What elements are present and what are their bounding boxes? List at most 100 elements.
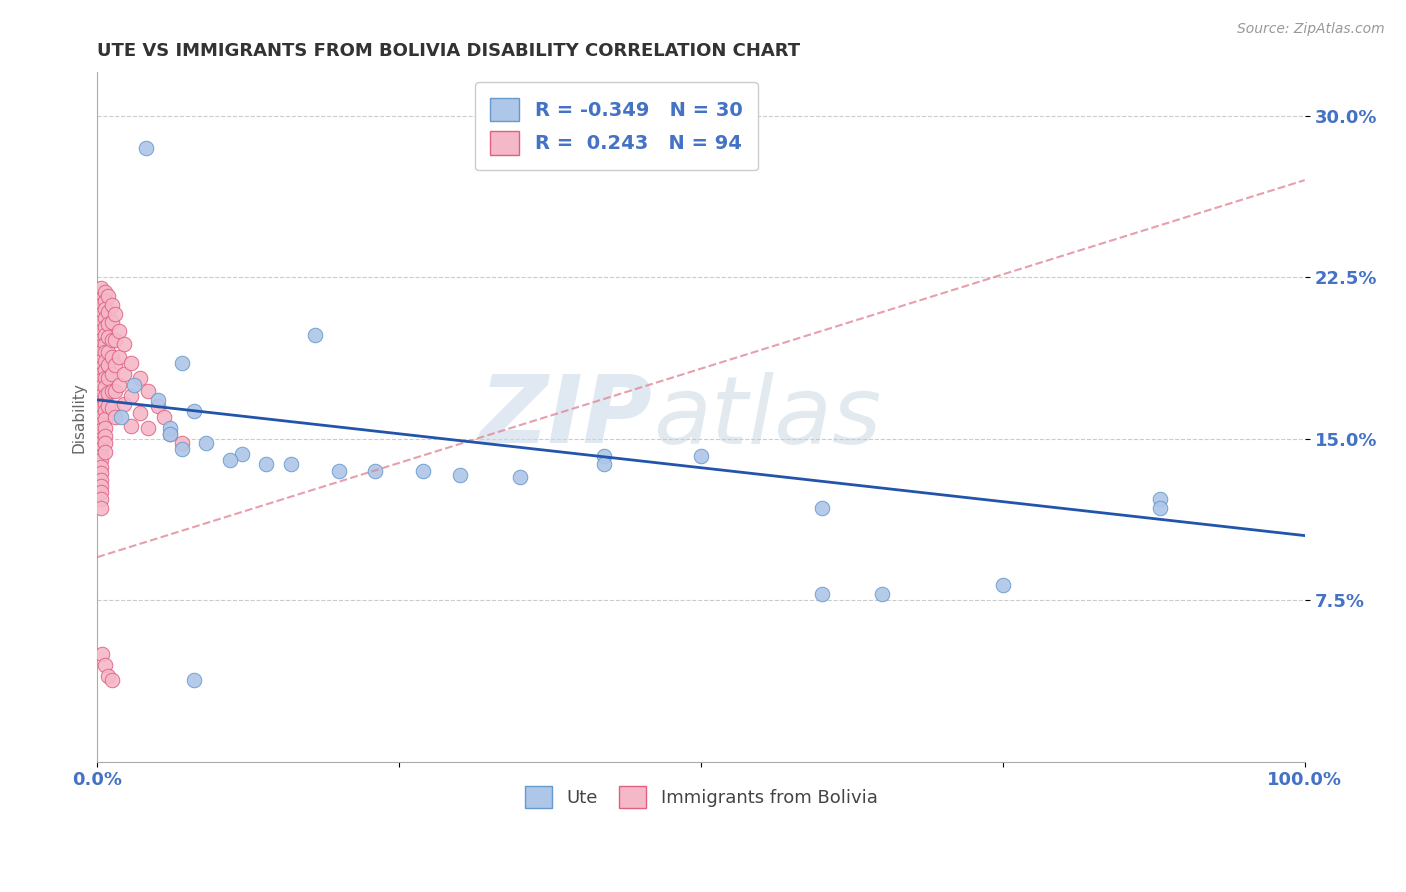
- Point: [108, 324, 131, 338]
- Point: [93, 657, 115, 672]
- Point: [93, 293, 115, 308]
- Point: [120, 356, 142, 370]
- Point: [97, 359, 120, 373]
- Point: [90, 417, 112, 431]
- Point: [101, 333, 124, 347]
- Point: [97, 668, 120, 682]
- Point: [93, 311, 115, 326]
- Point: [146, 400, 169, 414]
- Point: [112, 397, 135, 411]
- Y-axis label: Disability: Disability: [72, 382, 86, 452]
- Point: [90, 367, 112, 381]
- Point: [97, 371, 120, 385]
- Point: [93, 328, 115, 343]
- Point: [93, 421, 115, 435]
- Point: [101, 384, 124, 399]
- Point: [146, 392, 169, 407]
- Point: [97, 304, 120, 318]
- Text: UTE VS IMMIGRANTS FROM BOLIVIA DISABILITY CORRELATION CHART: UTE VS IMMIGRANTS FROM BOLIVIA DISABILIT…: [97, 42, 800, 60]
- Point: [810, 500, 832, 515]
- Point: [90, 360, 112, 375]
- Point: [593, 458, 616, 472]
- Point: [93, 388, 115, 402]
- Point: [90, 388, 112, 402]
- Point: [183, 403, 205, 417]
- Point: [170, 436, 193, 450]
- Point: [90, 315, 112, 329]
- Point: [159, 421, 181, 435]
- Text: Source: ZipAtlas.com: Source: ZipAtlas.com: [1237, 22, 1385, 37]
- Point: [183, 673, 205, 687]
- Point: [90, 453, 112, 467]
- Point: [90, 442, 112, 457]
- Point: [254, 458, 277, 472]
- Point: [128, 406, 150, 420]
- Point: [90, 354, 112, 368]
- Point: [449, 468, 471, 483]
- Point: [120, 418, 142, 433]
- Point: [97, 330, 120, 344]
- Point: [91, 647, 114, 661]
- Point: [90, 491, 112, 506]
- Text: atlas: atlas: [652, 372, 882, 463]
- Point: [93, 285, 115, 300]
- Point: [90, 307, 112, 321]
- Point: [136, 421, 159, 435]
- Point: [219, 453, 242, 467]
- Point: [93, 429, 115, 443]
- Point: [135, 141, 157, 155]
- Point: [90, 339, 112, 353]
- Point: [101, 298, 124, 312]
- Point: [128, 371, 150, 385]
- Point: [97, 289, 120, 303]
- Point: [90, 485, 112, 500]
- Point: [304, 328, 326, 343]
- Point: [93, 397, 115, 411]
- Point: [104, 410, 127, 425]
- Point: [120, 388, 142, 402]
- Point: [90, 449, 112, 463]
- Point: [364, 464, 387, 478]
- Point: [870, 587, 893, 601]
- Point: [101, 401, 124, 416]
- Point: [90, 479, 112, 493]
- Point: [90, 395, 112, 409]
- Point: [328, 464, 350, 478]
- Point: [93, 354, 115, 368]
- Point: [412, 464, 434, 478]
- Point: [93, 380, 115, 394]
- Point: [93, 319, 115, 334]
- Point: [90, 500, 112, 515]
- Point: [991, 578, 1014, 592]
- Point: [97, 345, 120, 359]
- Point: [93, 336, 115, 351]
- Point: [104, 307, 127, 321]
- Point: [110, 410, 132, 425]
- Point: [159, 427, 181, 442]
- Point: [509, 470, 531, 484]
- Point: [90, 410, 112, 425]
- Point: [93, 436, 115, 450]
- Point: [90, 324, 112, 338]
- Point: [810, 587, 832, 601]
- Point: [1149, 491, 1171, 506]
- Point: [159, 427, 181, 442]
- Point: [104, 359, 127, 373]
- Point: [97, 400, 120, 414]
- Point: [690, 449, 713, 463]
- Point: [90, 473, 112, 487]
- Point: [170, 356, 193, 370]
- Point: [101, 673, 124, 687]
- Point: [90, 380, 112, 394]
- Point: [90, 401, 112, 416]
- Point: [93, 302, 115, 317]
- Point: [152, 410, 174, 425]
- Point: [90, 374, 112, 388]
- Point: [280, 458, 302, 472]
- Point: [97, 386, 120, 401]
- Point: [104, 384, 127, 399]
- Point: [101, 367, 124, 381]
- Point: [90, 436, 112, 450]
- Point: [93, 362, 115, 376]
- Point: [93, 345, 115, 359]
